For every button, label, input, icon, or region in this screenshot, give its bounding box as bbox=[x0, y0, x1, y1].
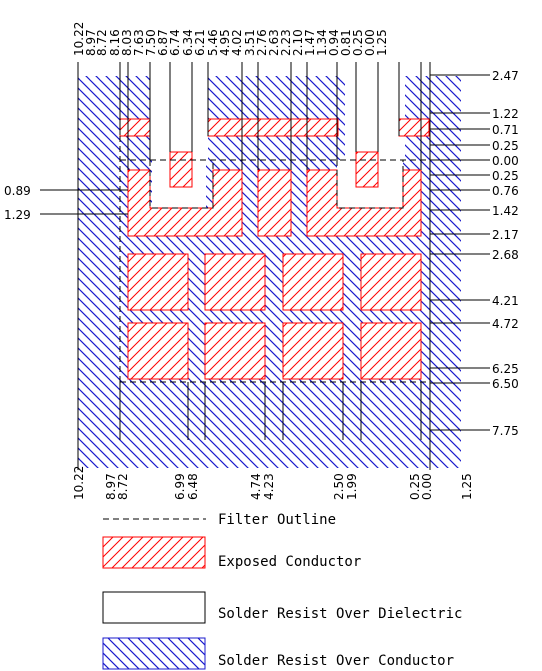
top-dim-label: 1.47 bbox=[303, 29, 317, 56]
right-dim-label: 0.71 bbox=[492, 123, 519, 137]
right-dim-label: 0.25 bbox=[492, 139, 519, 153]
top-dim-label: 0.94 bbox=[327, 29, 341, 56]
pad-square-hatch bbox=[204, 253, 266, 311]
top-dim-label: 1.25 bbox=[375, 29, 389, 56]
bottom-dim-label: 6.99 bbox=[173, 473, 187, 500]
left-dim-label: 1.29 bbox=[4, 208, 31, 222]
right-dimension-labels: 2.471.220.710.250.000.250.761.422.172.68… bbox=[492, 69, 519, 438]
pad-top-right-strip bbox=[398, 118, 430, 137]
top-dim-label: 2.10 bbox=[291, 29, 305, 56]
right-dim-label: 7.75 bbox=[492, 424, 519, 438]
top-dim-label: 0.81 bbox=[339, 29, 353, 56]
right-dim-label: 4.72 bbox=[492, 317, 519, 331]
pad-square-hatch bbox=[360, 322, 422, 380]
right-dim-label: 2.47 bbox=[492, 69, 519, 83]
pad-top-mid-strip bbox=[207, 118, 339, 137]
dimension-leaders bbox=[40, 62, 490, 470]
pad-center-bar bbox=[257, 169, 292, 237]
bottom-dim-label: 2.50 bbox=[332, 473, 346, 500]
top-dim-label: 4.95 bbox=[218, 29, 232, 56]
bottom-dim-label: 8.72 bbox=[116, 473, 130, 500]
pad-square-hatch bbox=[127, 322, 189, 380]
right-dim-label: 4.21 bbox=[492, 294, 519, 308]
top-dim-label: 7.50 bbox=[144, 29, 158, 56]
top-dim-label: 0.25 bbox=[351, 29, 365, 56]
top-dim-label: 6.34 bbox=[181, 29, 195, 56]
right-dim-label: 1.42 bbox=[492, 204, 519, 218]
top-dim-label: 4.02 bbox=[230, 29, 244, 56]
bottom-dim-label: 4.23 bbox=[262, 473, 276, 500]
right-dim-label: 0.25 bbox=[492, 169, 519, 183]
bottom-dim-label: 8.97 bbox=[104, 473, 118, 500]
legend-label-resist-over-conductor: Solder Resist Over Conductor bbox=[218, 653, 454, 669]
legend: Filter Outline Exposed Conductor Solder … bbox=[102, 512, 462, 670]
top-dim-label: 6.21 bbox=[193, 29, 207, 56]
top-dim-label: 2.23 bbox=[279, 29, 293, 56]
bottom-dim-label: 0.00 bbox=[420, 473, 434, 500]
legend-label-filter-outline: Filter Outline bbox=[218, 512, 336, 528]
top-dim-label: 8.16 bbox=[108, 29, 122, 56]
top-dim-label: 6.87 bbox=[156, 29, 170, 56]
bottom-dim-label: 6.48 bbox=[186, 473, 200, 500]
legend-label-resist-over-dielectric: Solder Resist Over Dielectric bbox=[218, 606, 462, 622]
top-dimension-labels: 10.228.978.72 8.168.037.637.506.876.74 6.3… bbox=[72, 22, 389, 56]
pad-small-right bbox=[355, 151, 379, 188]
bottom-dimension-labels: 10.22 8.978.72 6.99 6.48 4.74 4.23 2.50 1.99 0.2… bbox=[72, 466, 474, 500]
right-dim-label: 6.50 bbox=[492, 377, 519, 391]
top-dim-label: 5.46 bbox=[206, 29, 220, 56]
top-dim-label: 7.63 bbox=[132, 29, 146, 56]
right-dim-label: 2.17 bbox=[492, 228, 519, 242]
legend-label-exposed-conductor: Exposed Conductor bbox=[218, 554, 361, 570]
top-dim-label: 10.22 bbox=[72, 22, 86, 56]
pad-square-hatch bbox=[204, 322, 266, 380]
pad-square-hatch bbox=[360, 253, 422, 311]
bottom-dim-label: 1.99 bbox=[345, 473, 359, 500]
bottom-dim-label: 4.74 bbox=[249, 473, 263, 500]
top-dim-label: 8.72 bbox=[95, 29, 109, 56]
top-dim-label: 0.00 bbox=[363, 29, 377, 56]
top-dim-label: 1.34 bbox=[315, 29, 329, 56]
top-dim-label: 3.51 bbox=[243, 29, 257, 56]
pad-small-left bbox=[169, 151, 193, 188]
right-dim-label: 0.76 bbox=[492, 184, 519, 198]
legend-swatch-blue-hatch bbox=[102, 637, 206, 670]
right-dim-label: 1.22 bbox=[492, 107, 519, 121]
bottom-dim-label: 1.25 bbox=[460, 473, 474, 500]
right-dim-label: 6.25 bbox=[492, 362, 519, 376]
left-dim-label: 0.89 bbox=[4, 184, 31, 198]
pad-square-hatch bbox=[282, 253, 344, 311]
bottom-dim-label: 10.22 bbox=[72, 466, 86, 500]
right-dim-label: 0.00 bbox=[492, 154, 519, 168]
legend-swatch-red-hatch bbox=[102, 536, 206, 569]
top-dim-label: 6.74 bbox=[168, 29, 182, 56]
left-dimension-labels: 0.89 1.29 bbox=[4, 184, 31, 222]
top-dim-label: 8.03 bbox=[120, 29, 134, 56]
bottom-dim-label: 0.25 bbox=[408, 473, 422, 500]
top-dim-label: 2.63 bbox=[267, 29, 281, 56]
pad-top-left-strip bbox=[119, 118, 151, 137]
right-dim-label: 2.68 bbox=[492, 248, 519, 262]
pad-square-hatch bbox=[127, 253, 189, 311]
legend-swatch-empty-box bbox=[102, 591, 206, 624]
pad-square-hatch bbox=[282, 322, 344, 380]
top-dim-label: 8.97 bbox=[84, 29, 98, 56]
top-dim-label: 2.76 bbox=[255, 29, 269, 56]
